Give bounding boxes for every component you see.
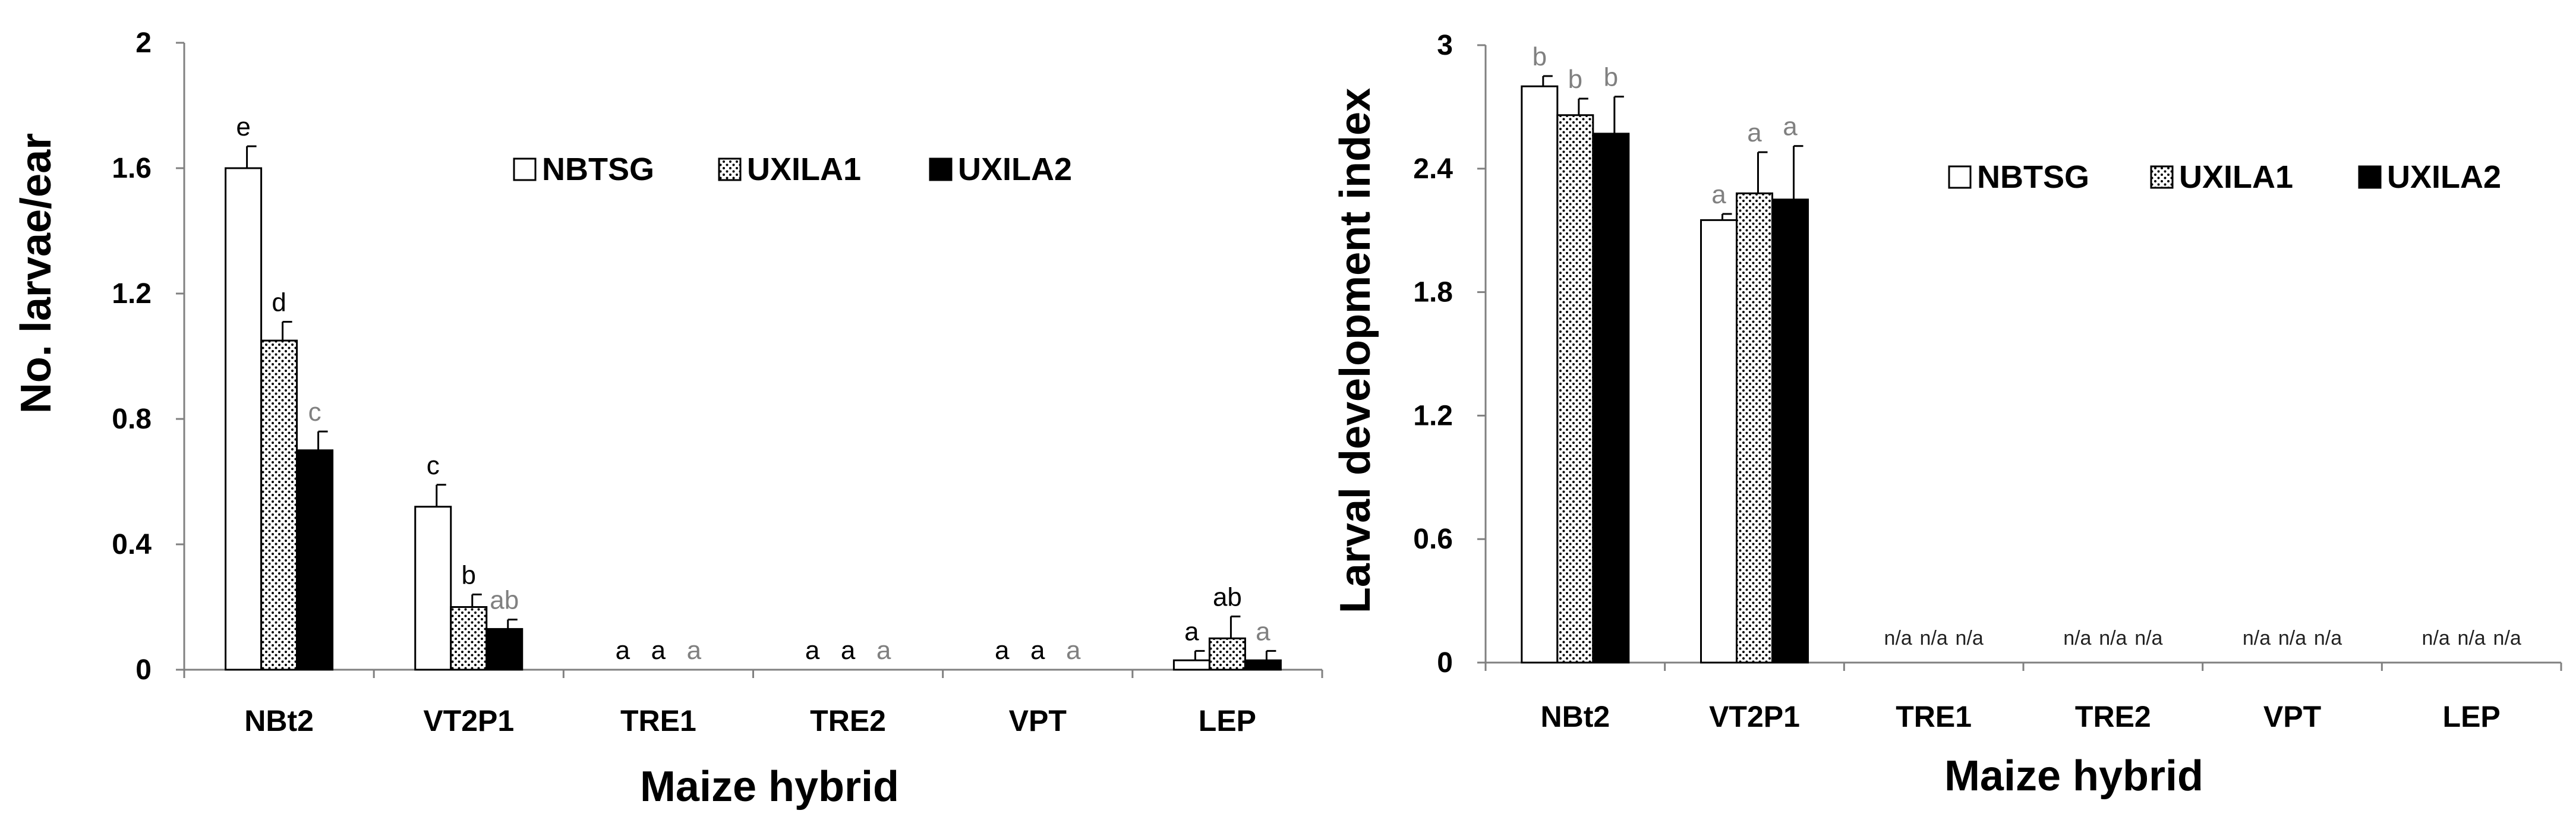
bar-lep-nbtsg [1172,659,1210,671]
x-tick-label-lep: LEP [2443,700,2501,733]
legend-swatch-nbtsg [1948,165,1972,189]
bar-label-vt2p1-uxila1: b [462,560,476,589]
y-tick-label: 0.4 [112,529,152,560]
legend-swatch-uxila1 [2150,165,2174,189]
x-axis-label: Maize hybrid [640,763,899,811]
x-axis-label: Maize hybrid [1944,752,2203,800]
bar-lep-uxila2 [1244,659,1282,671]
legend-label-uxila2: UXILA2 [2387,159,2501,195]
bar-label-lep-uxila1: n/a [2458,627,2486,650]
x-tick-label-tre1: TRE1 [620,704,696,737]
bar-label-lep-nbtsg: a [1184,617,1199,646]
legend-label-uxila1: UXILA1 [2179,159,2293,195]
bar-lep-uxila1 [1208,637,1246,671]
bar-label-vpt-nbtsg: n/a [2243,627,2271,650]
bar-label-lep-nbtsg: n/a [2422,627,2450,650]
legend-swatch-uxila2 [929,157,953,181]
bar-vt2p1-nbtsg [414,506,452,671]
bar-label-nbt2-nbtsg: e [236,112,250,141]
y-tick-label: 3 [1437,30,1453,61]
bar-label-vpt-uxila2: a [1066,636,1081,665]
bar-label-vt2p1-uxila2: ab [490,586,519,615]
bar-nbt2-nbtsg [225,167,263,671]
x-tick-label-tre2: TRE2 [810,704,886,737]
bar-label-tre1-nbtsg: n/a [1884,627,1912,650]
bar-label-nbt2-uxila2: c [308,398,321,427]
bar-label-tre1-uxila1: a [651,636,666,665]
legend-swatch-uxila2 [2358,165,2382,189]
bar-label-nbt2-nbtsg: b [1533,42,1547,71]
x-tick-label-nbt2: NBt2 [244,704,314,737]
bar-nbt2-nbtsg [1521,85,1559,664]
legend-label-uxila2: UXILA2 [958,152,1072,187]
bar-label-vpt-uxila1: n/a [2278,627,2306,650]
bar-vt2p1-nbtsg [1700,219,1738,664]
x-tick-label-nbt2: NBt2 [1540,700,1610,733]
y-axis-label: Larval development index [1332,88,1379,613]
y-tick-label: 0.6 [1413,524,1453,555]
bar-nbt2-uxila2 [296,449,334,671]
y-tick-label: 1.2 [1413,400,1453,431]
legend-label-uxila1: UXILA1 [747,152,861,187]
bar-label-tre2-uxila1: n/a [2099,627,2127,650]
y-tick-label: 2.4 [1413,153,1453,185]
bar-label-tre1-uxila2: a [687,636,702,665]
legend: NBTSG UXILA1 UXILA2 [1948,159,2501,195]
bar-vt2p1-uxila1 [450,606,488,671]
legend-label-nbtsg: NBTSG [1977,159,2089,195]
bar-label-nbt2-uxila1: b [1568,65,1582,94]
bar-label-vt2p1-uxila2: a [1783,112,1798,141]
bar-nbt2-uxila1 [1556,114,1594,664]
bar-label-nbt2-uxila1: d [272,288,286,317]
y-axis-label: No. larvae/ear [12,133,60,414]
legend-label-nbtsg: NBTSG [542,152,654,187]
bar-label-nbt2-uxila2: b [1604,63,1618,92]
bar-label-vpt-uxila2: n/a [2314,627,2342,650]
bar-label-vpt-uxila1: a [1030,636,1045,665]
bar-label-tre2-uxila1: a [841,636,856,665]
bar-vt2p1-uxila2 [1771,198,1809,664]
bar-label-tre1-uxila1: n/a [1920,627,1948,650]
bar-label-tre2-uxila2: n/a [2134,627,2162,650]
bar-label-vpt-nbtsg: a [995,636,1010,665]
x-tick-label-tre1: TRE1 [1896,700,1972,733]
bar-label-lep-uxila1: ab [1213,582,1242,611]
legend-swatch-nbtsg [513,157,537,181]
bar-label-lep-uxila2: a [1256,617,1270,646]
bar-label-vt2p1-nbtsg: a [1711,180,1726,209]
x-tick-label-lep: LEP [1199,704,1256,737]
legend: NBTSG UXILA1 UXILA2 [513,152,1072,187]
y-tick-label: 2 [135,27,152,59]
y-tick-label: 1.8 [1413,277,1453,308]
bar-label-lep-uxila2: n/a [2493,627,2521,650]
bar-label-tre2-nbtsg: a [805,636,820,665]
bar-label-vt2p1-nbtsg: c [427,451,440,480]
y-tick-label: 0 [1437,647,1453,679]
bar-vt2p1-uxila1 [1736,192,1773,664]
bar-nbt2-uxila2 [1592,133,1630,664]
bar-nbt2-uxila1 [260,339,298,671]
legend-swatch-uxila1 [718,157,742,181]
bar-label-tre2-nbtsg: n/a [2063,627,2091,650]
x-tick-label-vt2p1: VT2P1 [1709,700,1800,733]
x-tick-label-vpt: VPT [1009,704,1067,737]
x-tick-label-vpt: VPT [2263,700,2321,733]
bar-label-tre2-uxila2: a [876,636,891,665]
y-tick-label: 0 [135,654,152,686]
bar-label-vt2p1-uxila1: a [1747,118,1762,147]
y-tick-label: 1.2 [112,278,152,310]
x-tick-label-vt2p1: VT2P1 [423,704,514,737]
x-tick-label-tre2: TRE2 [2075,700,2151,733]
bar-vt2p1-uxila2 [485,628,524,671]
y-tick-label: 0.8 [112,403,152,435]
bar-label-tre1-nbtsg: a [616,636,630,665]
y-tick-label: 1.6 [112,153,152,184]
bar-label-tre1-uxila2: n/a [1956,627,1984,650]
